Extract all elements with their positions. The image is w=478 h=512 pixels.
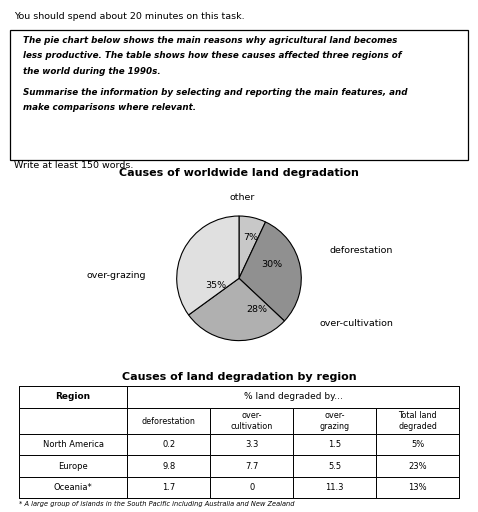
Text: The pie chart below shows the main reasons why agricultural land becomes: The pie chart below shows the main reaso…	[23, 36, 398, 46]
Text: 30%: 30%	[261, 260, 282, 269]
Text: 7.7: 7.7	[245, 462, 259, 471]
Bar	[376, 456, 459, 477]
Bar	[376, 477, 459, 498]
Bar	[19, 434, 127, 456]
FancyBboxPatch shape	[10, 30, 468, 160]
Text: Causes of worldwide land degradation: Causes of worldwide land degradation	[119, 168, 359, 178]
Text: deforestation: deforestation	[142, 417, 196, 425]
Text: 35%: 35%	[205, 281, 226, 290]
Bar	[293, 434, 376, 456]
Bar	[293, 477, 376, 498]
Bar	[19, 456, 127, 477]
Bar	[127, 408, 210, 434]
Wedge shape	[239, 222, 301, 321]
Text: the world during the 1990s.: the world during the 1990s.	[23, 67, 161, 76]
Text: 13%: 13%	[408, 483, 427, 492]
Bar	[376, 408, 459, 434]
Text: 1.7: 1.7	[162, 483, 175, 492]
Text: 9.8: 9.8	[162, 462, 175, 471]
Bar	[127, 386, 459, 408]
Text: Europe: Europe	[58, 462, 88, 471]
Bar	[210, 477, 293, 498]
Text: 11.3: 11.3	[326, 483, 344, 492]
Text: Causes of land degradation by region: Causes of land degradation by region	[122, 372, 356, 382]
Text: Write at least 150 words.: Write at least 150 words.	[14, 161, 134, 170]
Text: over-grazing: over-grazing	[86, 271, 146, 280]
Text: other: other	[229, 193, 255, 202]
Text: over-
grazing: over- grazing	[320, 412, 350, 431]
Text: over-cultivation: over-cultivation	[320, 318, 394, 328]
Wedge shape	[177, 216, 239, 315]
Text: Oceania*: Oceania*	[54, 483, 92, 492]
Bar	[127, 434, 210, 456]
Text: 3.3: 3.3	[245, 440, 259, 449]
Text: over-
cultivation: over- cultivation	[230, 412, 273, 431]
Text: You should spend about 20 minutes on this task.: You should spend about 20 minutes on thi…	[14, 12, 245, 21]
Text: deforestation: deforestation	[329, 246, 393, 255]
Bar	[293, 456, 376, 477]
Text: 0.2: 0.2	[162, 440, 175, 449]
Bar	[19, 386, 459, 498]
Text: * A large group of islands in the South Pacific including Australia and New Zeal: * A large group of islands in the South …	[19, 501, 294, 507]
Text: Summarise the information by selecting and reporting the main features, and: Summarise the information by selecting a…	[23, 88, 408, 97]
Text: 28%: 28%	[246, 305, 267, 314]
Text: Region: Region	[55, 392, 90, 401]
Wedge shape	[239, 216, 265, 279]
Text: less productive. The table shows how these causes affected three regions of: less productive. The table shows how the…	[23, 52, 402, 60]
Text: make comparisons where relevant.: make comparisons where relevant.	[23, 103, 196, 112]
Bar	[19, 477, 127, 498]
Bar	[127, 456, 210, 477]
Text: 0: 0	[249, 483, 254, 492]
Text: Total land
degraded: Total land degraded	[398, 412, 437, 431]
Text: 5.5: 5.5	[328, 462, 341, 471]
Text: North America: North America	[43, 440, 104, 449]
Bar	[127, 477, 210, 498]
Text: 1.5: 1.5	[328, 440, 341, 449]
Bar	[19, 408, 127, 434]
Text: 5%: 5%	[411, 440, 424, 449]
Text: 7%: 7%	[243, 233, 258, 242]
Bar	[293, 408, 376, 434]
Bar	[210, 434, 293, 456]
Bar	[210, 456, 293, 477]
Bar	[210, 408, 293, 434]
Text: % land degraded by...: % land degraded by...	[244, 392, 343, 401]
Bar	[376, 434, 459, 456]
Text: 23%: 23%	[408, 462, 427, 471]
Bar	[19, 386, 127, 408]
Wedge shape	[189, 279, 284, 340]
